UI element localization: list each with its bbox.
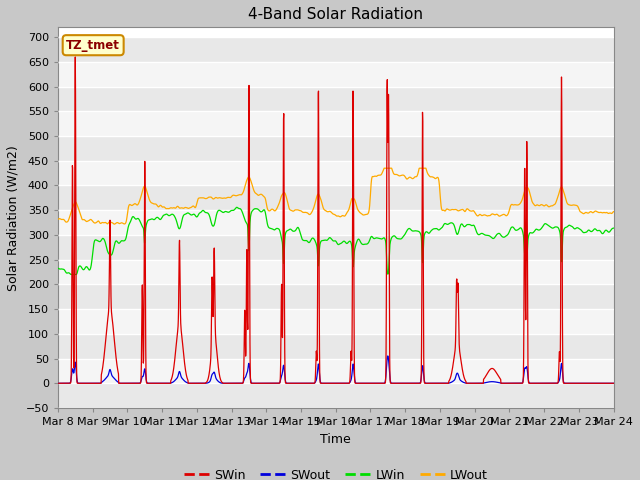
SWout [109,374,117,380]
LWout [230,192,237,198]
SWin [535,380,543,386]
LWin [370,236,378,241]
Bar [58,210,614,235]
LWin [54,265,61,271]
LWout [111,221,118,227]
Bar [58,161,614,185]
LWin [602,228,610,233]
LWin [233,204,241,210]
Line: LWin: LWin [58,207,614,275]
Bar [58,284,614,309]
LWin [68,272,76,277]
SWin [369,380,377,386]
SWout [610,380,618,386]
X-axis label: Time: Time [321,432,351,445]
SWin [54,380,61,386]
Bar [58,334,614,359]
Text: TZ_tmet: TZ_tmet [66,39,120,52]
Title: 4-Band Solar Radiation: 4-Band Solar Radiation [248,7,423,22]
LWout [369,174,377,180]
Line: LWout: LWout [58,168,614,224]
SWin [110,330,118,336]
Bar [58,111,614,136]
LWin [230,207,237,213]
Bar [58,359,614,383]
Bar [58,62,614,86]
LWout [109,221,117,227]
SWin [230,380,237,386]
Line: SWout: SWout [58,356,614,383]
LWout [54,216,61,222]
SWin [72,54,79,60]
LWin [504,232,511,238]
SWin [504,380,511,386]
LWout [602,210,610,216]
Bar [58,136,614,161]
Bar [58,37,614,62]
SWout [504,380,511,386]
LWout [610,209,618,215]
SWin [602,380,610,386]
SWout [54,380,61,386]
Bar [58,309,614,334]
LWin [610,225,618,231]
LWout [535,203,543,208]
Line: SWin: SWin [58,57,614,383]
Bar [58,185,614,210]
SWin [610,380,618,386]
Legend: SWin, SWout, LWin, LWout: SWin, SWout, LWin, LWout [179,464,493,480]
Bar [58,260,614,284]
SWout [369,380,377,386]
LWin [535,227,543,233]
SWout [384,353,392,359]
SWout [230,380,237,386]
Bar [58,383,614,408]
SWout [602,380,610,386]
LWout [380,165,388,171]
Y-axis label: Solar Radiation (W/m2): Solar Radiation (W/m2) [7,145,20,290]
LWin [110,245,118,251]
Bar [58,86,614,111]
Bar [58,235,614,260]
SWout [535,380,543,386]
LWout [504,212,511,218]
